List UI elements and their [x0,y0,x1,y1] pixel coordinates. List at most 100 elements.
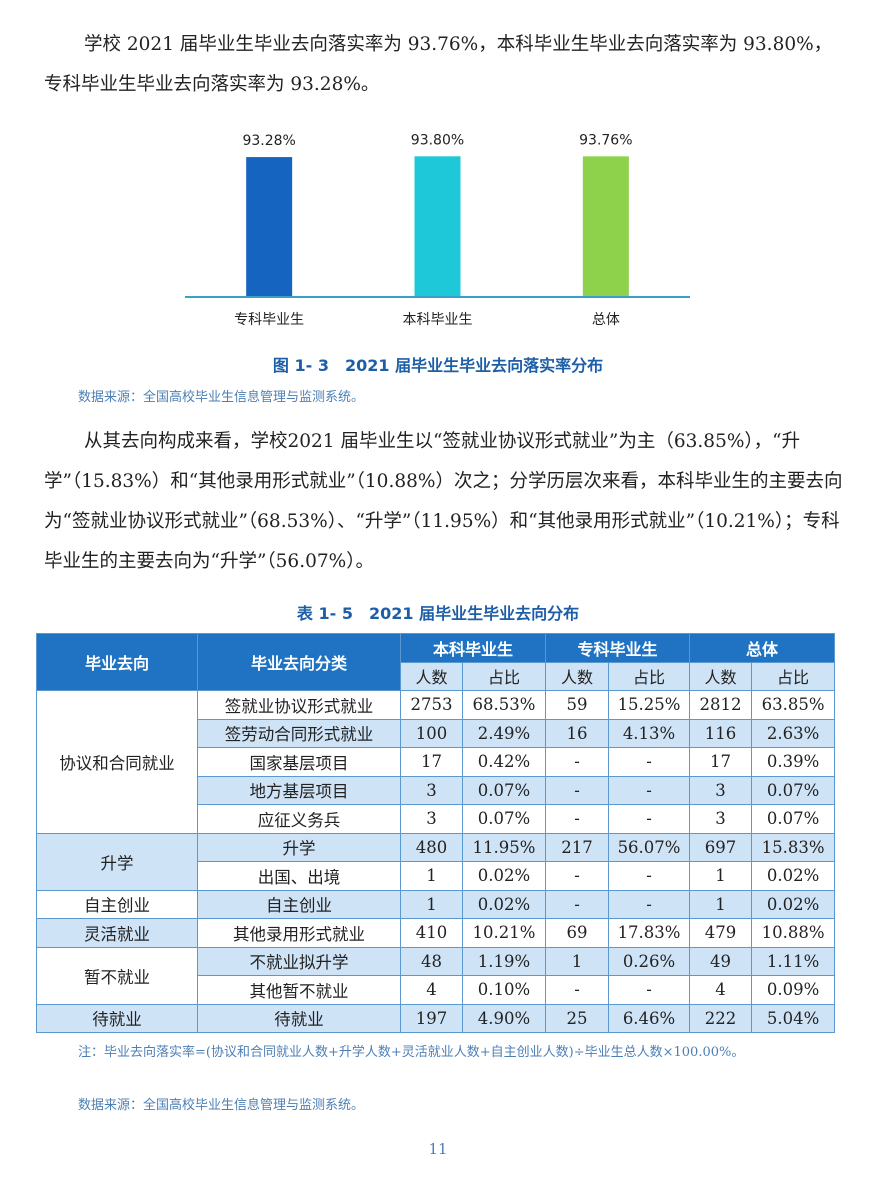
category-cell: 应征义务兵 [197,804,401,834]
value-cell: - [545,747,610,777]
value-cell: 1.19% [461,946,547,976]
header-undergrad: 本科毕业生 [399,633,547,663]
data-label: 93.28% [242,133,295,149]
table-row: 协议和合同就业 签就业协议形式就业 2753 68.53% 59 15.25% 2812 63… [36,690,836,834]
category-cell: 出国、出境 [197,861,401,891]
value-cell: - [608,804,691,834]
header-destination: 毕业去向 [36,633,198,691]
value-cell: 100 [400,718,463,748]
value-cell: 1 [400,861,463,891]
figure-source: 数据来源：全国高校毕业生信息管理与监测系统。 [78,390,365,405]
category-label: 总体 [592,312,620,328]
category-label: 本科毕业生 [403,312,473,328]
value-cell: 4 [400,975,463,1005]
value-cell: 0.02% [751,861,836,891]
value-cell: 217 [545,832,610,862]
value-cell: 0.39% [751,747,836,777]
table-row: 升学 升学 480 11.95% 217 56.07% 697 15.83% [36,832,836,891]
value-cell: 1.11% [751,946,836,976]
data-label: 93.76% [579,132,632,148]
value-cell: 49 [689,946,753,976]
destination-cell: 升学 [36,832,198,891]
value-cell: 2.49% [461,718,547,748]
value-cell: 48 [400,946,463,976]
value-cell: 17 [400,747,463,777]
category-cell: 其他录用形式就业 [197,918,401,948]
category-cell: 签就业协议形式就业 [197,690,401,720]
value-cell: 2.63% [751,718,836,748]
data-label: 93.80% [411,132,464,148]
value-cell: 2753 [400,690,463,720]
value-cell: 1 [689,861,753,891]
value-cell: 0.09% [751,975,836,1005]
subheader: 占比 [751,661,836,691]
header-category: 毕业去向分类 [197,633,401,691]
value-cell: 17.83% [608,918,691,948]
value-cell: - [608,861,691,891]
category-cell: 国家基层项目 [197,747,401,777]
table-note: 注：毕业去向落实率=(协议和合同就业人数+升学人数+灵活就业人数+自主创业人数)… [78,1045,745,1060]
value-cell: 1 [545,946,610,976]
page-number: 11 [428,1140,448,1158]
value-cell: - [608,775,691,805]
subheader: 人数 [689,661,753,691]
value-cell: 0.26% [608,946,691,976]
value-cell: 4 [689,975,753,1005]
category-cell: 其他暂不就业 [197,975,401,1005]
value-cell: 69 [545,918,610,948]
destination-cell: 待就业 [36,1003,198,1033]
value-cell: 2812 [689,690,753,720]
value-cell: 6.46% [608,1003,691,1033]
value-cell: 480 [400,832,463,862]
value-cell: 0.02% [461,861,547,891]
value-cell: 10.88% [751,918,836,948]
table-row: 国家基层项目 17 0.42% - -17 0.39% [37,747,836,777]
destination-cell: 协议和合同就业 [36,690,198,834]
destination-table: 毕业去向 毕业去向分类 本科毕业生 专科毕业生 总体 人数 占比 人数 占比 人… [36,633,836,1033]
value-cell: 1 [689,889,753,919]
value-cell: 25 [545,1003,610,1033]
value-cell: 479 [689,918,753,948]
value-cell: 0.07% [751,775,836,805]
table-row: 灵活就业 其他录用形式就业 410 10.21% 69 17.83% 479 10.88% [36,918,836,948]
value-cell: - [608,975,691,1005]
value-cell: 410 [400,918,463,948]
value-cell: 68.53% [461,690,547,720]
table-row: 暂不就业 不就业拟升学 48 1.19% 1 0.26% 49 1.11% [36,946,836,1005]
value-cell: 3 [400,804,463,834]
category-cell: 自主创业 [197,889,401,919]
value-cell: 0.07% [461,775,547,805]
paragraph-composition: 从其去向构成来看，学校2021 届毕业生以“签就业协议形式就业”为主（63.85… [44,422,844,582]
table-title: 表 1- 5 2021 届毕业生毕业去向分布 [296,604,580,623]
value-cell: 0.02% [751,889,836,919]
category-cell: 签劳动合同形式就业 [197,718,401,748]
value-cell: 10.21% [461,918,547,948]
header-total: 总体 [689,633,836,663]
value-cell: 0.42% [461,747,547,777]
table-row: 待就业 待就业 197 4.90% 25 6.46% 222 5.04% [36,1003,836,1033]
value-cell: 56.07% [608,832,691,862]
value-cell: 0.02% [461,889,547,919]
destination-cell: 自主创业 [36,889,198,919]
value-cell: - [608,889,691,919]
subheader: 占比 [461,661,547,691]
paragraph-intro: 学校 2021 届毕业生毕业去向落实率为 93.76%，本科毕业生毕业去向落实率… [44,25,844,105]
value-cell: 15.83% [751,832,836,862]
figure-caption: 图 1- 3 2021 届毕业生毕业去向落实率分布 [272,356,604,375]
value-cell: 116 [689,718,753,748]
subheader: 占比 [608,661,691,691]
table-source: 数据来源：全国高校毕业生信息管理与监测系统。 [78,1098,365,1113]
value-cell: 3 [689,804,753,834]
table-row: 应征义务兵 3 0.07% - -3 0.07% [37,804,836,834]
value-cell: - [545,861,610,891]
value-cell: 697 [689,832,753,862]
value-cell: 4.90% [461,1003,547,1033]
bar-0 [246,157,293,297]
value-cell: - [545,889,610,919]
value-cell: 0.07% [461,804,547,834]
table-row: 地方基层项目 3 0.07% - -3 0.07% [37,775,836,805]
value-cell: 222 [689,1003,753,1033]
bar-1 [414,156,461,297]
value-cell: 1 [400,889,463,919]
bar-2 [582,156,629,297]
